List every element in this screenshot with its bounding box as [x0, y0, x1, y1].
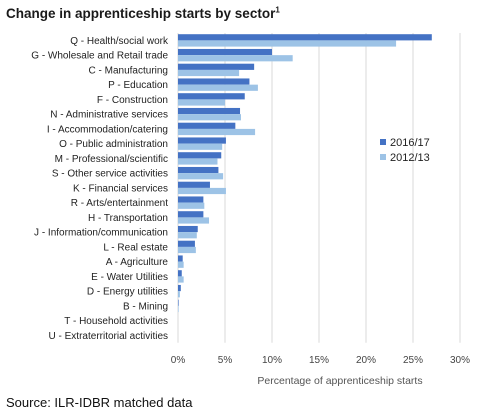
category-label: E - Water Utilities	[91, 272, 168, 283]
category-label: A - Agriculture	[106, 257, 169, 268]
bar-2016-17	[178, 196, 204, 203]
bar-2016-17	[178, 137, 226, 144]
bar-2012-13	[178, 232, 197, 239]
category-label: J - Information/communication	[34, 228, 168, 239]
bar-2012-13	[178, 187, 226, 195]
bar-2012-13	[178, 99, 225, 106]
chart-title-text: Change in apprenticeship starts by secto…	[6, 6, 276, 21]
bar-2012-13	[178, 305, 179, 313]
category-label: M - Professional/scientific	[55, 154, 168, 165]
bar-2016-17	[178, 270, 182, 277]
category-label: C - Manufacturing	[89, 65, 168, 76]
bar-2016-17	[178, 34, 432, 41]
bar-2012-13	[178, 114, 241, 121]
bar-2016-17	[178, 63, 255, 70]
category-labels: Q - Health/social work G - Wholesale and …	[31, 36, 169, 342]
category-label: Q - Health/social work	[70, 36, 169, 47]
bar-2016-17	[178, 211, 204, 218]
chart-title-footnote-marker: 1	[275, 5, 280, 15]
bar-2016-17	[178, 255, 183, 262]
x-tick-label: 25%	[403, 355, 423, 366]
category-label: F - Construction	[97, 95, 168, 106]
bars	[178, 34, 432, 313]
category-label: D - Energy utilities	[87, 287, 168, 298]
legend: 2016/17 2012/13	[380, 137, 430, 164]
bar-2012-13	[178, 69, 240, 77]
x-tick-label: 15%	[309, 355, 329, 366]
category-label: L - Real estate	[103, 242, 168, 253]
category-label: B - Mining	[123, 301, 168, 312]
category-label: H - Transportation	[88, 213, 168, 224]
bar-2016-17	[178, 107, 241, 115]
bar-2012-13	[178, 55, 293, 62]
chart-title: Change in apprenticeship starts by secto…	[6, 6, 280, 21]
category-label: P - Education	[108, 80, 168, 91]
bar-2012-13	[178, 246, 196, 254]
category-label: G - Wholesale and Retail trade	[31, 51, 168, 62]
category-label: K - Financial services	[73, 183, 168, 194]
bar-2016-17	[178, 284, 181, 292]
bar-2012-13	[178, 202, 205, 209]
legend-label: 2016/17	[390, 137, 430, 149]
bar-2012-13	[178, 173, 224, 180]
category-label: R - Arts/entertainment	[71, 198, 168, 209]
bar-2016-17	[178, 225, 198, 233]
x-tick-label: 0%	[171, 355, 186, 366]
bar-2016-17	[178, 48, 272, 56]
legend-swatch	[380, 139, 386, 145]
bar-2016-17	[178, 299, 179, 306]
category-label: O - Public administration	[59, 139, 168, 150]
category-label: I - Accommodation/catering	[47, 124, 168, 135]
legend-label: 2012/13	[390, 152, 430, 164]
category-label: S - Other service activities	[52, 169, 168, 180]
x-tick-label: 20%	[356, 355, 376, 366]
legend-swatch	[380, 154, 386, 160]
bar-2012-13	[178, 291, 180, 298]
bar-2016-17	[178, 78, 250, 85]
bar-2012-13	[178, 276, 184, 283]
bar-2016-17	[178, 122, 236, 129]
bar-2012-13	[178, 40, 397, 47]
category-label: N - Administrative services	[50, 110, 168, 121]
bar-2012-13	[178, 217, 210, 224]
x-tick-label: 10%	[262, 355, 282, 366]
bar-2012-13	[178, 261, 184, 268]
bar-2016-17	[178, 181, 210, 188]
x-axis-title: Percentage of apprenticeship starts	[257, 375, 422, 387]
bar-2012-13	[178, 143, 223, 150]
bar-2012-13	[178, 158, 218, 165]
bar-2016-17	[178, 93, 245, 100]
category-label: U - Extraterritorial activities	[49, 331, 168, 342]
bar-2012-13	[178, 84, 258, 91]
bar-2016-17	[178, 152, 222, 159]
bar-2016-17	[178, 240, 195, 247]
x-tick-labels: 0% 5% 10% 15% 20% 25% 30%	[171, 355, 470, 366]
source-note: Source: ILR-IDBR matched data	[6, 395, 193, 410]
x-tick-label: 5%	[218, 355, 233, 366]
x-tick-label: 30%	[450, 355, 470, 366]
bar-2012-13	[178, 128, 256, 136]
bar-2016-17	[178, 166, 219, 174]
category-label: T - Household activities	[64, 316, 168, 327]
